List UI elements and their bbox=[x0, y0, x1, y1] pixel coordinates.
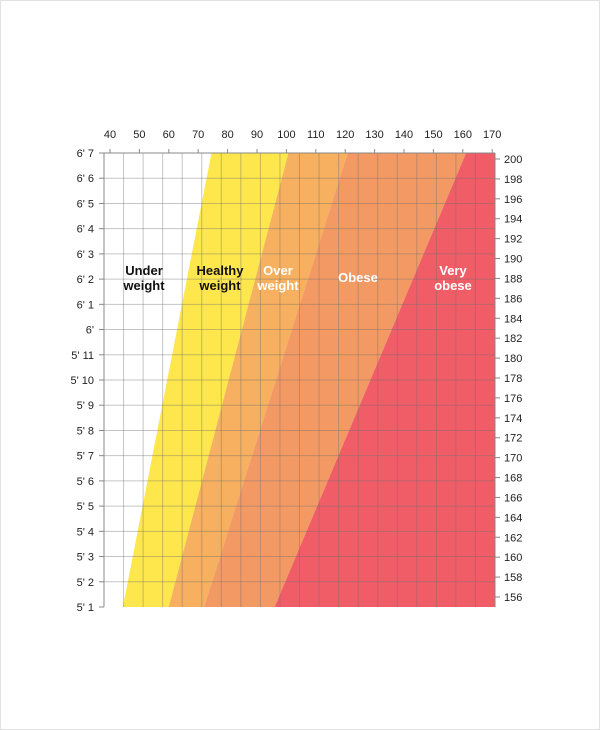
y-right-tick-label: 180 bbox=[504, 353, 522, 365]
band-very-obese bbox=[274, 153, 495, 607]
x-tick-label: 150 bbox=[424, 129, 442, 141]
y-right-tick-label: 176 bbox=[504, 393, 522, 405]
band-obese bbox=[204, 153, 467, 607]
y-right-tick-label: 156 bbox=[504, 592, 522, 604]
band-label: Over bbox=[263, 263, 293, 278]
y-left-tick-label: 6' 3 bbox=[77, 249, 94, 261]
y-right-tick-label: 196 bbox=[504, 194, 522, 206]
y-left-tick-label: 5' 8 bbox=[77, 425, 94, 437]
band-label: Very bbox=[439, 263, 467, 278]
y-left-tick-label: 5' 11 bbox=[71, 350, 94, 362]
y-right-tick-label: 162 bbox=[504, 532, 522, 544]
y-right-tick-label: 182 bbox=[504, 333, 522, 345]
y-left-tick-label: 6' 2 bbox=[77, 274, 94, 286]
y-right-tick-label: 194 bbox=[504, 214, 522, 226]
x-tick-label: 40 bbox=[104, 129, 116, 141]
y-right-tick-label: 186 bbox=[504, 293, 522, 305]
y-left-tick-label: 6' 5 bbox=[77, 198, 94, 210]
band-label: weight bbox=[256, 278, 299, 293]
x-tick-label: 140 bbox=[395, 129, 413, 141]
y-left-tick-label: 6' 1 bbox=[77, 299, 94, 311]
y-left-tick-label: 5' 1 bbox=[77, 602, 94, 614]
y-right-tick-label: 190 bbox=[504, 254, 522, 266]
y-right-tick-label: 174 bbox=[504, 413, 522, 425]
y-right-tick-label: 178 bbox=[504, 373, 522, 385]
y-left-tick-label: 5' 7 bbox=[77, 451, 94, 463]
band-over-weight bbox=[168, 153, 348, 607]
y-right-tick-label: 158 bbox=[504, 572, 522, 584]
band-label: Obese bbox=[338, 270, 378, 285]
x-tick-label: 160 bbox=[454, 129, 472, 141]
x-tick-label: 80 bbox=[221, 129, 233, 141]
y-left-tick-label: 5' 4 bbox=[77, 526, 94, 538]
band-label: weight bbox=[122, 278, 165, 293]
y-left-tick-label: 6' 6 bbox=[77, 173, 94, 185]
x-tick-label: 120 bbox=[336, 129, 354, 141]
y-left-tick-label: 5' 9 bbox=[77, 400, 94, 412]
y-left-tick-label: 5' 2 bbox=[77, 577, 94, 589]
y-left-tick-label: 6' bbox=[86, 325, 94, 337]
x-tick-label: 100 bbox=[277, 129, 295, 141]
y-left-tick-label: 5' 6 bbox=[77, 476, 94, 488]
band-healthy-weight bbox=[122, 153, 289, 607]
y-right-tick-label: 200 bbox=[504, 154, 522, 166]
y-right-tick-label: 192 bbox=[504, 234, 522, 246]
y-right-tick-label: 188 bbox=[504, 273, 522, 285]
y-left-tick-label: 5' 3 bbox=[77, 552, 94, 564]
band-label: Under bbox=[125, 263, 163, 278]
y-left-tick-label: 5' 10 bbox=[70, 375, 94, 387]
x-tick-label: 90 bbox=[251, 129, 263, 141]
y-right-tick-label: 164 bbox=[504, 512, 522, 524]
x-tick-label: 170 bbox=[483, 129, 501, 141]
y-left-tick-label: 6' 7 bbox=[77, 148, 94, 160]
y-right-tick-label: 166 bbox=[504, 492, 522, 504]
y-right-tick-label: 198 bbox=[504, 174, 522, 186]
x-tick-label: 110 bbox=[307, 129, 325, 141]
y-left-tick-label: 5' 5 bbox=[77, 501, 94, 513]
y-right-tick-label: 168 bbox=[504, 473, 522, 485]
x-tick-label: 50 bbox=[133, 129, 145, 141]
y-right-tick-label: 172 bbox=[504, 433, 522, 445]
x-tick-label: 60 bbox=[163, 129, 175, 141]
band-label: weight bbox=[198, 278, 241, 293]
x-tick-label: 130 bbox=[365, 129, 383, 141]
band-label: obese bbox=[434, 278, 472, 293]
band-label: Healthy bbox=[197, 263, 245, 278]
y-left-tick-label: 6' 4 bbox=[77, 224, 94, 236]
y-right-tick-label: 160 bbox=[504, 552, 522, 564]
x-tick-label: 70 bbox=[192, 129, 204, 141]
y-right-tick-label: 184 bbox=[504, 313, 522, 325]
y-right-tick-label: 170 bbox=[504, 453, 522, 465]
